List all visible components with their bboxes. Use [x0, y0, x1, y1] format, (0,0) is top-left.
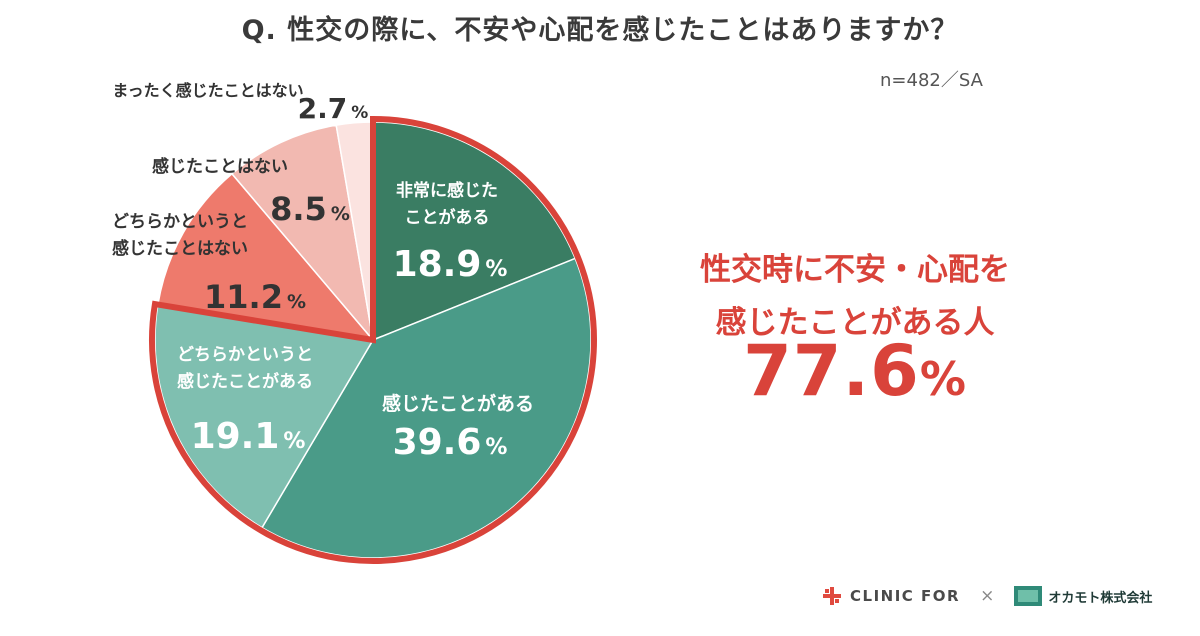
slice-value-4: 11.2%	[204, 278, 306, 316]
slice-label-3-line-2: 感じたことがある	[177, 371, 313, 392]
okamoto-text: オカモト株式会社	[1048, 590, 1153, 606]
clinic-for-text: CLINIC FOR	[850, 587, 961, 605]
collab-separator: ×	[980, 586, 995, 606]
okamoto-logo: オカモト株式会社	[1014, 586, 1152, 606]
slice-label-1-line-2: ことがある	[405, 207, 490, 228]
slice-value-2: 39.6%	[393, 422, 508, 463]
slice-label-6-line-1: まったく感じたことはない	[112, 81, 303, 100]
okamoto-mark-icon	[1014, 586, 1043, 606]
slice-value-3: 19.1%	[191, 416, 306, 457]
callout-line-1: 性交時に不安・心配を	[700, 252, 1010, 288]
slice-value-6: 2.7%	[298, 92, 369, 125]
slice-label-4-line-2: 感じたことはない	[112, 238, 248, 259]
pie-slice-4	[157, 172, 375, 342]
slice-label-1-line-1: 非常に感じた	[396, 180, 498, 201]
clinic-cross-icon	[823, 587, 841, 605]
chart-title: Q. 性交の際に、不安や心配を感じたことはありますか？	[241, 15, 959, 46]
slice-label-4-line-1: どちらかというと	[112, 212, 248, 232]
pie-slice-5	[230, 124, 375, 343]
callout-total-value: 77.6	[743, 330, 920, 412]
callout-line-2: 感じたことがある人	[715, 305, 995, 341]
pie-slice-1	[372, 121, 577, 342]
highlight-outline	[149, 115, 597, 564]
footer-logos: CLINIC FOR × オカモト株式会社	[822, 582, 1152, 610]
pie-slice-3	[154, 303, 375, 529]
callout-total: 77.6%	[655, 330, 1055, 412]
pie-slice-2	[261, 257, 592, 559]
slice-value-5: 8.5%	[270, 190, 350, 228]
slice-value-1: 18.9%	[393, 244, 508, 285]
pie-slices	[154, 121, 592, 559]
callout-total-unit: %	[919, 352, 967, 406]
sample-size-note: n=482／SA	[880, 70, 983, 91]
slice-label-5-line-1: 感じたことはない	[152, 156, 288, 177]
clinic-for-logo: CLINIC FOR	[822, 586, 960, 606]
slice-label-3-line-1: どちらかというと	[177, 345, 313, 365]
slice-label-2-line-1: 感じたことがある	[382, 392, 534, 415]
